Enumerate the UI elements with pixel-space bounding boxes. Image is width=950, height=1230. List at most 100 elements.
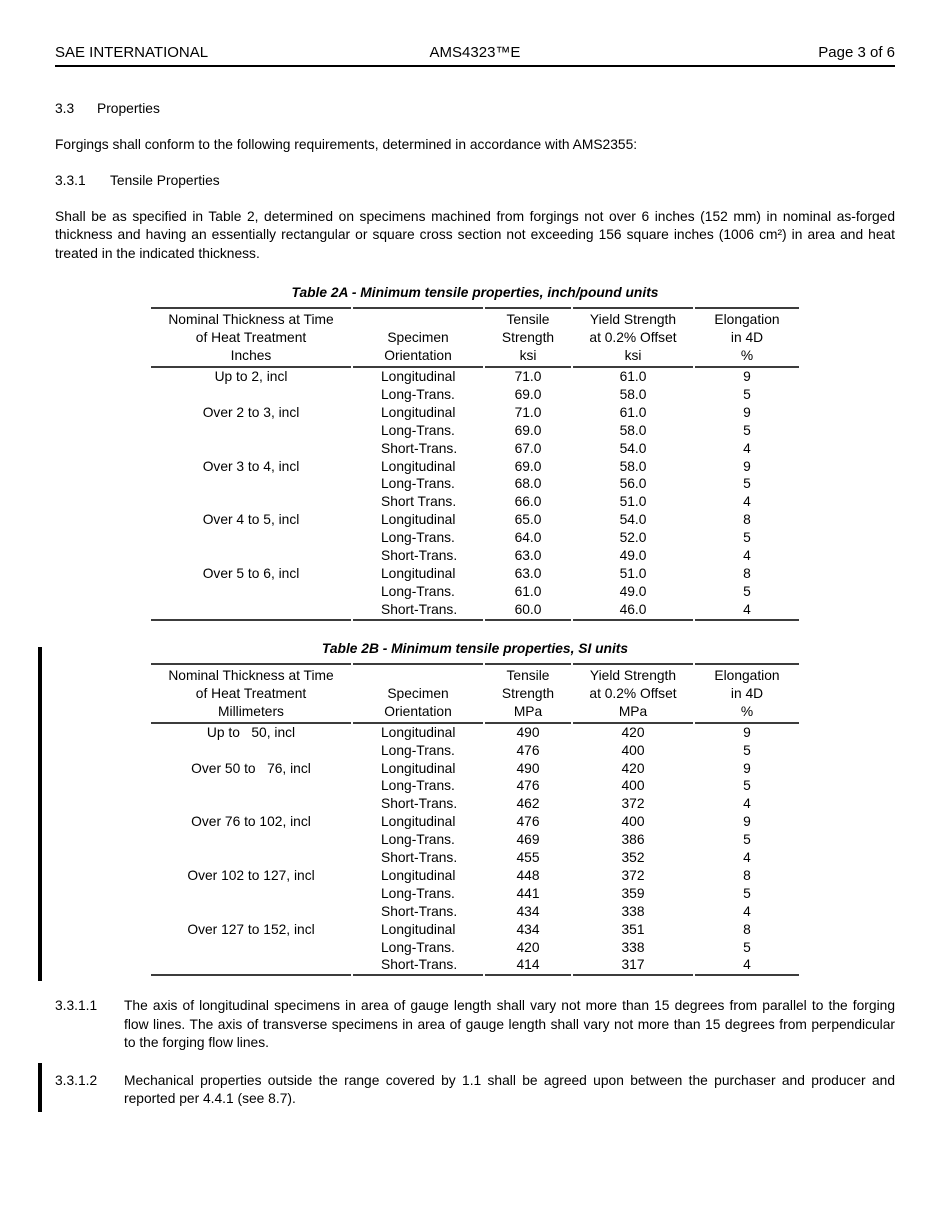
table-cell: 61.0 xyxy=(619,369,647,384)
table-cell: 386 xyxy=(621,832,645,848)
table-cell: 4 xyxy=(743,903,751,919)
table-cell: Long-Trans. xyxy=(381,778,455,794)
section-number: 3.3.1 xyxy=(55,173,86,188)
table-cell: 372 xyxy=(621,796,645,812)
paragraph-3-3: Forgings shall conform to the following … xyxy=(55,136,638,152)
table-cell: 351 xyxy=(621,921,645,937)
table-cell: 52.0 xyxy=(619,530,647,546)
table-cell: 71.0 xyxy=(514,369,542,384)
table-cell xyxy=(151,547,351,565)
section-number: 3.3.1.1 xyxy=(55,998,98,1014)
table-cell xyxy=(151,493,351,511)
table-cell: Longitudinal xyxy=(381,404,456,420)
table-cell: Long-Trans. xyxy=(381,939,455,955)
table-row: Over 3 to 4, incl Longitudinal 69.0 58.0 9 xyxy=(151,458,799,476)
table-row: Long-Trans. 476 400 5 xyxy=(151,777,799,795)
table-cell: 400 xyxy=(621,742,645,758)
table-cell: 5 xyxy=(743,742,751,758)
table-cell: 476 xyxy=(516,742,540,758)
table-cell: Longitudinal xyxy=(381,867,456,883)
table-cell: Over 50 to 76, incl xyxy=(191,760,311,776)
table-cell: Long-Trans. xyxy=(381,422,455,438)
table-row: Long-Trans. 68.0 56.0 5 xyxy=(151,475,799,493)
table-cell: Up to 50, incl xyxy=(206,724,296,740)
table-cell: 5 xyxy=(743,832,751,848)
table-cell: Short-Trans. xyxy=(381,440,458,456)
table-cell xyxy=(151,831,351,849)
section-number: 3.3.1.2 xyxy=(55,1072,98,1088)
table-cell: Long-Trans. xyxy=(381,832,455,848)
table-cell: 420 xyxy=(621,760,645,776)
table-cell xyxy=(151,386,351,404)
table-row: Short-Trans. 462 372 4 xyxy=(151,795,799,813)
table-2a-body: Up to 2, incl Longitudinal 71.0 61.0 9 Long-T… xyxy=(151,368,799,621)
table-cell: 58.0 xyxy=(619,422,647,438)
table-cell xyxy=(151,583,351,601)
table-cell: 5 xyxy=(743,476,751,492)
table-row: Short-Trans. 455 352 4 xyxy=(151,849,799,867)
table-cell: 66.0 xyxy=(514,494,542,510)
table-cell: 420 xyxy=(621,724,645,740)
table-cell: 490 xyxy=(516,760,540,776)
table-cell: Longitudinal xyxy=(381,565,456,581)
header-organization: SAE INTERNATIONAL xyxy=(55,44,209,61)
table-cell: 9 xyxy=(743,724,751,740)
table-cell: 352 xyxy=(621,850,645,866)
table-cell: 400 xyxy=(621,778,645,794)
table-cell: Short-Trans. xyxy=(381,548,458,564)
header-document-number: AMS4323™E xyxy=(429,44,521,61)
table-cell xyxy=(151,475,351,493)
table-cell: 58.0 xyxy=(619,458,647,474)
table-row: Over 50 to 76, incl Longitudinal 490 420 9 xyxy=(151,760,799,778)
table-cell: 46.0 xyxy=(573,601,693,621)
table-cell: 49.0 xyxy=(619,548,647,564)
table-cell: 9 xyxy=(743,404,751,420)
table-row: Long-Trans. 441 359 5 xyxy=(151,885,799,903)
table-cell: Short-Trans. xyxy=(353,601,483,621)
table-cell: 9 xyxy=(743,760,751,776)
table-cell: 441 xyxy=(516,885,540,901)
table-cell xyxy=(151,529,351,547)
table-cell: 414 xyxy=(485,956,571,977)
table-cell: 67.0 xyxy=(514,440,542,456)
table-cell: 317 xyxy=(573,956,693,977)
table-cell: 49.0 xyxy=(619,583,647,599)
table-cell: Long-Trans. xyxy=(381,583,455,599)
table-cell: 469 xyxy=(516,832,540,848)
table-cell: Longitudinal xyxy=(381,458,456,474)
table-2a: Nominal Thickness at Time of Heat Treatm… xyxy=(149,307,801,621)
table-row: Over 102 to 127, incl Longitudinal 448 372 8 xyxy=(151,867,799,885)
table-cell: Long-Trans. xyxy=(381,742,455,758)
table-cell: Over 5 to 6, incl xyxy=(202,565,300,581)
column-header-tensile: Tensile Strength MPa xyxy=(485,662,571,724)
table-cell: 400 xyxy=(621,814,645,830)
table-row: Over 2 to 3, incl Longitudinal 71.0 61.0 9 xyxy=(151,404,799,422)
table-cell: Longitudinal xyxy=(381,760,456,776)
table-cell: 490 xyxy=(516,724,540,740)
table-row: Long-Trans. 64.0 52.0 5 xyxy=(151,529,799,547)
table-cell: Over 2 to 3, incl xyxy=(202,404,300,420)
table-row: Short-Trans. 63.0 49.0 4 xyxy=(151,547,799,565)
table-cell: Short-Trans. xyxy=(381,796,458,812)
table-2b: Nominal Thickness at Time of Heat Treatm… xyxy=(149,662,801,977)
table-cell xyxy=(151,795,351,813)
section-title: Tensile Properties xyxy=(110,173,220,188)
table-cell: 4 xyxy=(743,494,751,510)
table-cell: 64.0 xyxy=(514,530,542,546)
section-text: Mechanical properties outside the range … xyxy=(124,1072,895,1107)
table-row: Long-Trans. 420 338 5 xyxy=(151,939,799,957)
table-cell: Short-Trans. xyxy=(381,903,458,919)
section-title: Properties xyxy=(97,101,160,116)
table-cell xyxy=(151,440,351,458)
table-cell: Short Trans. xyxy=(381,494,457,510)
table-cell: 455 xyxy=(516,850,540,866)
table-row: Short-Trans. 67.0 54.0 4 xyxy=(151,440,799,458)
table-2a-title: Table 2A - Minimum tensile properties, i… xyxy=(291,285,659,300)
table-row: Long-Trans. 69.0 58.0 5 xyxy=(151,386,799,404)
column-header-orientation: Specimen Orientation xyxy=(353,662,483,724)
table-cell xyxy=(151,939,351,957)
section-number: 3.3 xyxy=(55,101,75,116)
table-cell: Longitudinal xyxy=(381,724,456,740)
table-2a-header-row: Nominal Thickness at Time of Heat Treatm… xyxy=(151,307,799,368)
column-header-thickness: Nominal Thickness at Time of Heat Treatm… xyxy=(151,662,351,724)
